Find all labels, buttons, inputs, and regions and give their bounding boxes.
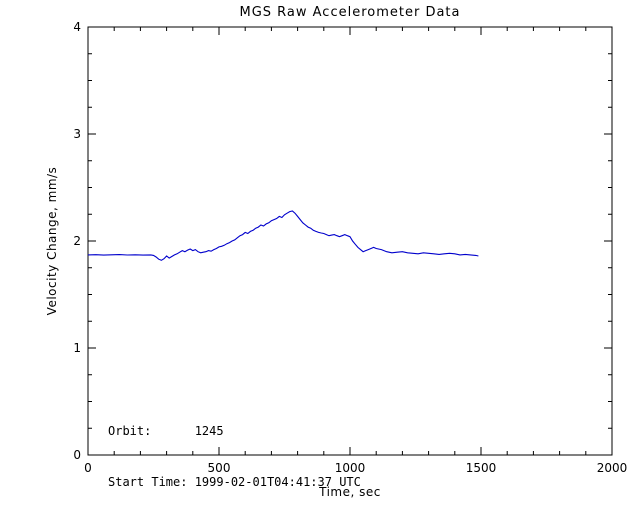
y-axis-label: Velocity Change, mm/s [45, 166, 59, 316]
y-tick-label: 0 [73, 448, 81, 462]
x-tick-label: 0 [84, 461, 92, 475]
x-tick-label: 1500 [466, 461, 497, 475]
annotation-block: Orbit: 1245 Start Time: 1999-02-01T04:41… [108, 389, 361, 512]
y-tick-label: 3 [73, 127, 81, 141]
x-tick-label: 2000 [597, 461, 628, 475]
y-tick-label: 4 [73, 20, 81, 34]
annotation-orbit: Orbit: 1245 [108, 424, 224, 438]
x-tick-label: 1000 [335, 461, 366, 475]
x-tick-label: 500 [208, 461, 231, 475]
x-axis-label: Time, sec [319, 485, 381, 499]
chart-title: MGS Raw Accelerometer Data [239, 5, 461, 20]
data-line-velocity-change [87, 210, 479, 261]
y-tick-label: 1 [73, 341, 81, 355]
annotation-start-time: Start Time: 1999-02-01T04:41:37 UTC [108, 475, 361, 489]
y-tick-label: 2 [73, 234, 81, 248]
